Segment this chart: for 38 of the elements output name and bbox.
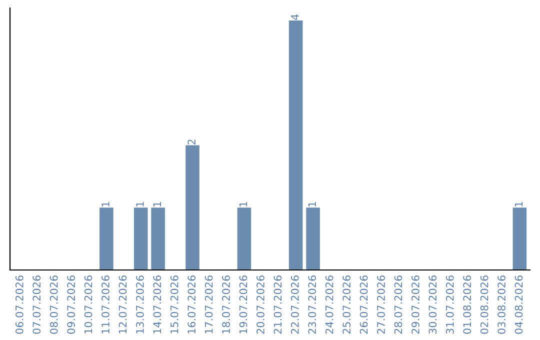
data-label: 1: [239, 202, 248, 206]
x-tick-label: 16.07.2026: [188, 276, 196, 334]
x-tick-label: 17.07.2026: [204, 276, 213, 334]
x-tick-label: 08.07.2026: [50, 276, 58, 334]
x-tick-label: 13.07.2026: [136, 276, 144, 334]
x-tick-label: 25.07.2026: [342, 276, 351, 334]
x-tick-label: 02.08.2026: [480, 276, 488, 334]
x-tick-label: 29.07.2026: [412, 276, 420, 334]
data-label: 2: [188, 140, 196, 144]
x-tick-label: 07.07.2026: [32, 276, 41, 334]
x-tick-label: 09.07.2026: [67, 276, 76, 334]
x-tick-label: 21.07.2026: [274, 276, 282, 334]
data-label: 1: [308, 202, 316, 206]
data-label: 1: [136, 202, 144, 206]
x-tick-label: 28.07.2026: [394, 276, 402, 334]
x-tick-label: 20.07.2026: [256, 276, 264, 334]
data-label: 1: [102, 202, 110, 206]
x-tick-label: 01.08.2026: [463, 276, 472, 334]
data-label: 1: [514, 202, 523, 206]
x-tick-label: 31.07.2026: [446, 276, 454, 334]
x-tick-label: 30.07.2026: [428, 276, 437, 334]
x-tick-label: 19.07.2026: [239, 276, 248, 334]
x-tick-label: 18.07.2026: [222, 276, 230, 334]
x-tick-label: 22.07.2026: [290, 276, 299, 334]
x-tick-label: 06.07.2026: [15, 276, 24, 334]
data-label: 4: [291, 14, 299, 20]
x-tick-label: 14.07.2026: [153, 276, 162, 334]
x-tick-label: 24.07.2026: [325, 276, 334, 334]
x-tick-label: 03.08.2026: [498, 276, 506, 334]
x-tick-label: 10.07.2026: [84, 276, 92, 334]
x-tick-label: 15.07.2026: [170, 276, 178, 334]
x-tick-label: 12.07.2026: [118, 276, 127, 334]
x-tick-label: 11.07.2026: [102, 276, 110, 334]
x-tick-label: 27.07.2026: [377, 276, 385, 334]
x-tick-label: 04.08.2026: [514, 276, 523, 334]
data-label: 1: [153, 202, 161, 206]
x-tick-label: 23.07.2026: [308, 276, 316, 334]
x-tick-label: 26.07.2026: [360, 276, 368, 334]
